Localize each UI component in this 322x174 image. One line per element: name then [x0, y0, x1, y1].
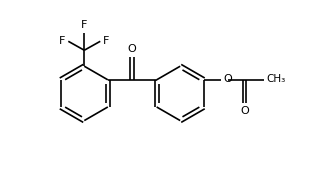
Text: O: O: [128, 44, 137, 54]
Text: F: F: [103, 36, 109, 46]
Text: F: F: [59, 36, 66, 46]
Text: F: F: [81, 20, 88, 30]
Text: O: O: [224, 74, 232, 84]
Text: CH₃: CH₃: [266, 74, 285, 84]
Text: O: O: [240, 106, 249, 116]
